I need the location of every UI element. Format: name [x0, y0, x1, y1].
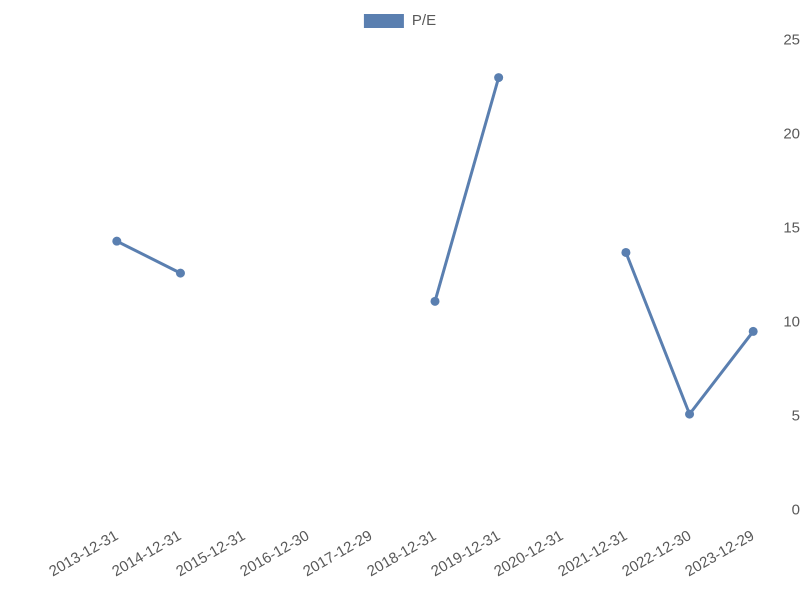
- data-point: [494, 73, 503, 82]
- data-point: [621, 248, 630, 257]
- plot-area: [0, 0, 800, 600]
- data-point: [749, 327, 758, 336]
- data-point: [431, 297, 440, 306]
- data-point: [112, 237, 121, 246]
- series-line: [626, 252, 753, 414]
- data-point: [685, 410, 694, 419]
- series-line: [435, 78, 499, 302]
- pe-line-chart: P/E 0510152025 2013-12-312014-12-312015-…: [0, 0, 800, 600]
- series-line: [117, 241, 181, 273]
- data-point: [176, 269, 185, 278]
